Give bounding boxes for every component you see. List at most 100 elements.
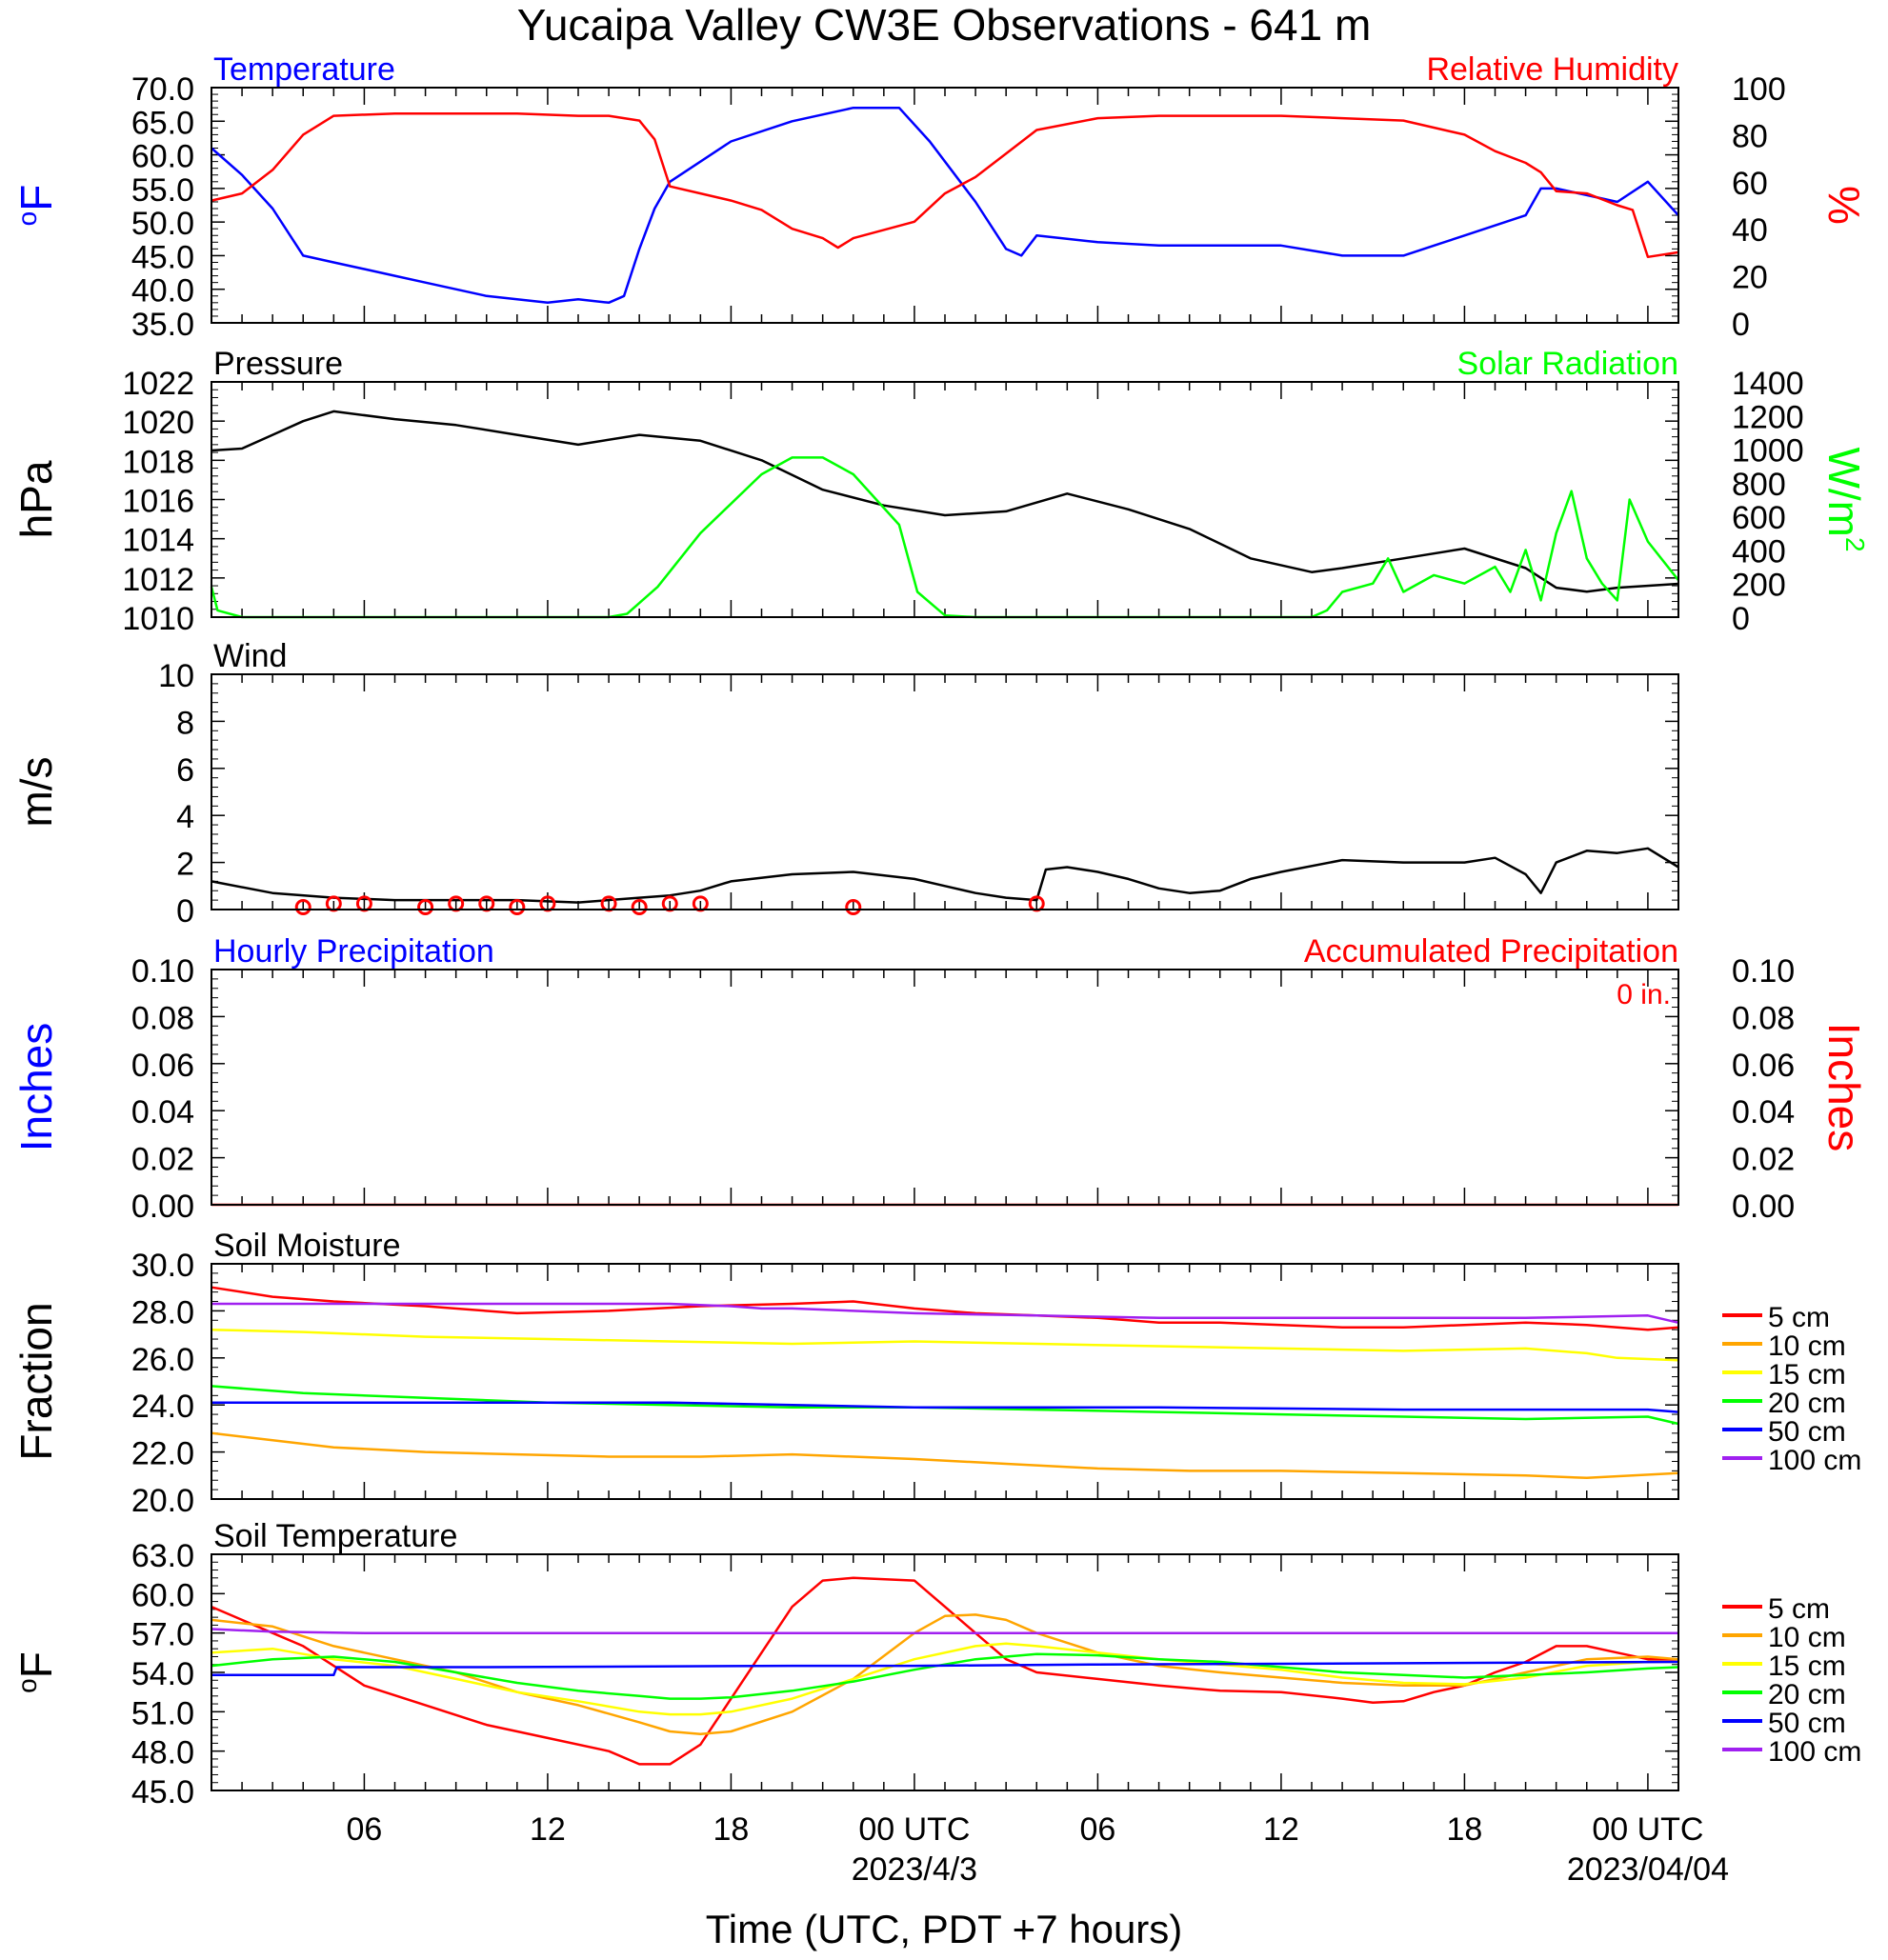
y-tick-label-right: 0	[1732, 601, 1750, 637]
series-line-15-cm	[211, 1642, 1678, 1716]
panel-title-left: Wind	[213, 638, 287, 674]
date-label: 2023/04/04	[1567, 1851, 1729, 1888]
panel-5: 20.0 22.0 24.0 26.0 28.0 30.0 Soil Moisture Fra…	[11, 1228, 1861, 1519]
accumulated-total: 0 in.	[1617, 979, 1671, 1010]
panel-title-left: Hourly Precipitation	[213, 933, 494, 970]
y-axis-label-left: Inches	[11, 1023, 61, 1152]
y-tick-label-left: 57.0	[131, 1617, 194, 1653]
y-axis-label-right: W/m2	[1819, 447, 1870, 551]
y-tick-label-left: 40.0	[131, 273, 194, 310]
figure-title: Yucaipa Valley CW3E Observations - 641 m	[517, 0, 1372, 50]
time-tick-label: 18	[1447, 1811, 1483, 1848]
calm-wind-marker	[509, 899, 526, 916]
legend-label: 5 cm	[1768, 1593, 1830, 1625]
y-tick-label-right: 0	[1732, 307, 1750, 343]
y-tick-label-right: 800	[1732, 467, 1786, 503]
y-tick-label-left: 8	[176, 705, 194, 741]
y-tick-label-left: 60.0	[131, 139, 194, 175]
legend-label: 20 cm	[1768, 1388, 1846, 1419]
y-tick-label-left: 48.0	[131, 1735, 194, 1771]
y-tick-label-left: 1022	[122, 366, 194, 402]
y-tick-label-left: 10	[158, 658, 194, 694]
time-tick-label: 12	[530, 1811, 566, 1848]
series-line-15-cm	[211, 1328, 1679, 1362]
panel-frame	[211, 969, 1679, 1206]
y-tick-label-left: 4	[176, 799, 194, 835]
y-axis-label-left: oF	[11, 185, 61, 227]
legend-label: 50 cm	[1768, 1416, 1846, 1448]
y-tick-label-right: 200	[1732, 568, 1786, 604]
y-tick-label-left: 0.04	[131, 1094, 194, 1130]
y-tick-label-left: 1016	[122, 484, 194, 520]
y-tick-label-right: 1400	[1732, 366, 1804, 402]
legend-label: 10 cm	[1768, 1330, 1846, 1362]
date-label: 2023/4/3	[852, 1851, 977, 1888]
panel-4: 0.00 0.02 0.04 0.06 0.08 0.10 0.00 0.02 0.04 0.06…	[11, 933, 1869, 1225]
y-tick-label-left: 22.0	[131, 1436, 194, 1472]
y-tick-label-left: 70.0	[131, 71, 194, 108]
y-tick-label-left: 1012	[122, 562, 194, 598]
series-line-20-cm	[211, 1652, 1679, 1700]
panel-frame	[211, 1553, 1679, 1791]
y-tick-label-left: 20.0	[131, 1483, 194, 1519]
series-line-5-cm	[211, 1576, 1678, 1766]
y-tick-label-right: 40	[1732, 212, 1768, 249]
y-tick-label-left: 51.0	[131, 1695, 194, 1731]
series-line-10-cm	[211, 1613, 1679, 1736]
calm-wind-marker	[845, 899, 862, 916]
series-line-1	[211, 847, 1679, 904]
panel-title-right: Relative Humidity	[1426, 51, 1678, 88]
series-line-5-cm	[211, 1286, 1679, 1331]
y-tick-label-left: 6	[176, 752, 194, 789]
y-axis-label-left: oF	[11, 1651, 61, 1693]
y-axis-label-right: %	[1819, 186, 1869, 225]
panel-3: 0 2 4 6 8 10 Wind m/s	[11, 638, 1679, 930]
calm-wind-marker	[417, 899, 434, 916]
y-tick-label-right: 20	[1732, 260, 1768, 296]
legend-label: 15 cm	[1768, 1650, 1846, 1682]
series-line-50-cm	[211, 1401, 1679, 1413]
legend-label: 20 cm	[1768, 1679, 1846, 1710]
time-tick-label: 06	[1080, 1811, 1116, 1848]
y-tick-label-right: 0.06	[1732, 1048, 1795, 1084]
panels: 35.040.045.050.055.060.065.070.002040608…	[11, 51, 1870, 1810]
panel-title-right: Solar Radiation	[1457, 346, 1678, 382]
panel-6: 45.048.0 51.054.057.0 60.063.0 Soil Tempera…	[11, 1518, 1861, 1810]
legend-label: 5 cm	[1768, 1302, 1830, 1333]
legend-label: 15 cm	[1768, 1359, 1846, 1390]
series-line-20-cm	[211, 1385, 1679, 1426]
time-tick-label: 06	[347, 1811, 383, 1848]
y-tick-label-left: 0	[176, 893, 194, 930]
time-tick-label: 00 UTC	[1592, 1811, 1703, 1848]
time-tick-label: 12	[1263, 1811, 1299, 1848]
y-tick-label-left: 54.0	[131, 1656, 194, 1692]
y-tick-label-left: 35.0	[131, 307, 194, 343]
y-tick-label-right: 60	[1732, 166, 1768, 202]
y-tick-label-right: 600	[1732, 500, 1786, 536]
y-tick-label-left: 1020	[122, 405, 194, 441]
y-tick-label-left: 30.0	[131, 1248, 194, 1284]
y-axis-label-left: m/s	[11, 756, 61, 827]
panel-title-left: Temperature	[213, 51, 395, 88]
series-line-100-cm	[211, 1628, 1678, 1634]
panel-frame	[211, 1263, 1679, 1500]
y-tick-label-right: 0.02	[1732, 1142, 1795, 1178]
series-line-2	[211, 111, 1679, 259]
y-tick-label-left: 28.0	[131, 1294, 194, 1330]
y-axis-label-right: Inches	[1819, 1023, 1869, 1152]
y-tick-label-left: 50.0	[131, 206, 194, 242]
y-tick-label-left: 55.0	[131, 172, 194, 209]
calm-wind-marker	[631, 899, 648, 916]
legend-label: 10 cm	[1768, 1622, 1846, 1653]
series-line-100-cm	[211, 1302, 1679, 1325]
time-tick-label: 00 UTC	[858, 1811, 970, 1848]
series-line-10-cm	[211, 1431, 1679, 1480]
y-tick-label-left: 2	[176, 847, 194, 883]
y-tick-label-right: 400	[1732, 533, 1786, 570]
y-tick-label-left: 60.0	[131, 1577, 194, 1613]
y-tick-label-left: 1010	[122, 601, 194, 637]
time-tick-label: 18	[713, 1811, 750, 1848]
y-tick-label-left: 45.0	[131, 239, 194, 275]
